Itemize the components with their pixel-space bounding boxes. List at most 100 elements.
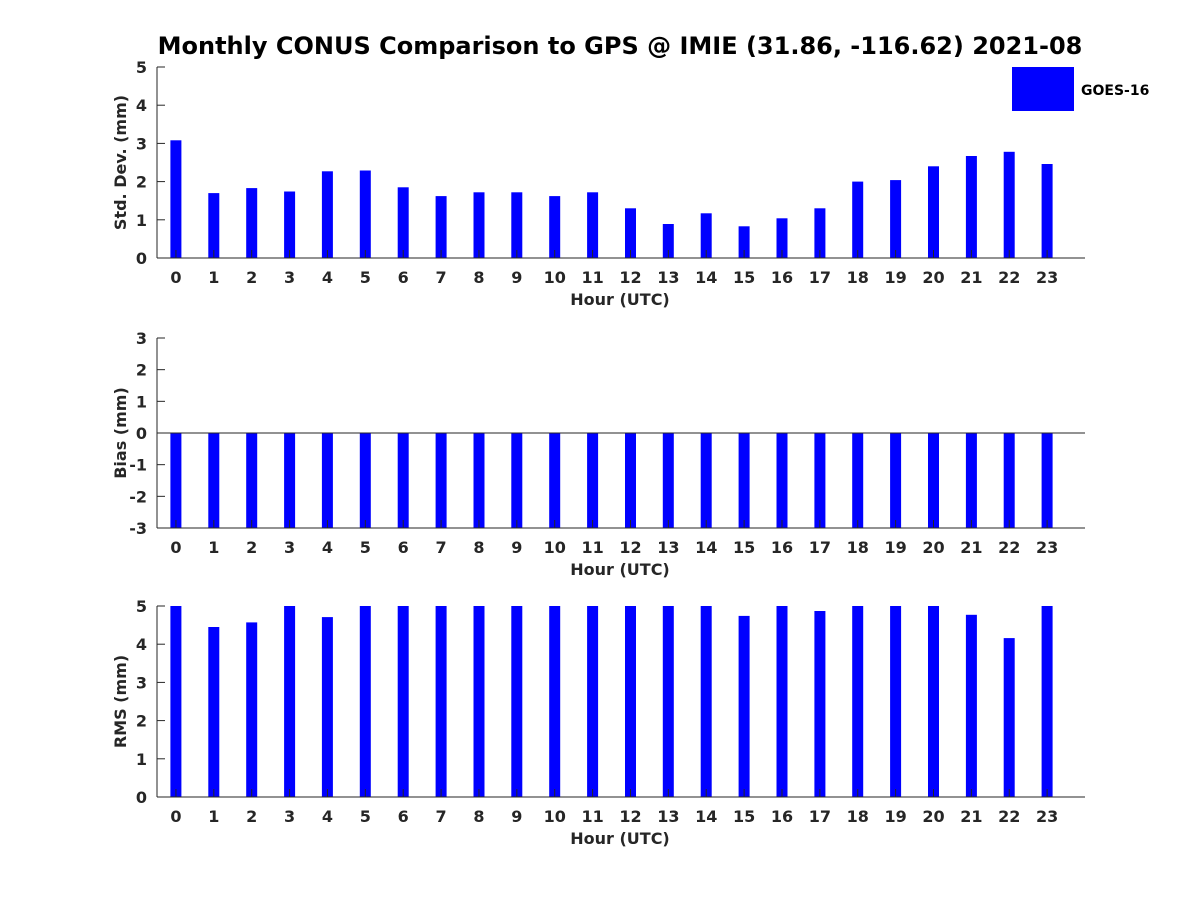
bar xyxy=(625,433,636,528)
bar xyxy=(852,181,864,258)
x-tick-label: 13 xyxy=(657,807,679,826)
x-tick-label: 18 xyxy=(847,538,869,557)
figure-title: Monthly CONUS Comparison to GPS @ IMIE (… xyxy=(158,32,1083,60)
bar xyxy=(700,433,712,528)
bar xyxy=(511,433,523,528)
bar xyxy=(1041,606,1053,797)
y-tick-label: 4 xyxy=(136,635,147,654)
bar xyxy=(397,187,409,258)
bar xyxy=(246,188,258,258)
bar xyxy=(738,615,750,797)
x-tick-label: 9 xyxy=(511,538,522,557)
bar xyxy=(170,606,182,797)
bar xyxy=(321,433,333,528)
x-tick-label: 19 xyxy=(884,268,906,287)
bar xyxy=(1003,433,1015,528)
x-tick-label: 9 xyxy=(511,807,522,826)
x-tick-label: 3 xyxy=(284,538,295,557)
bar xyxy=(700,213,712,258)
x-tick-label: 7 xyxy=(436,538,447,557)
x-tick-label: 6 xyxy=(398,807,409,826)
y-tick-label: 3 xyxy=(136,673,147,692)
y-tick-label: 0 xyxy=(136,788,147,807)
bar xyxy=(473,606,485,797)
x-tick-label: 22 xyxy=(998,268,1020,287)
y-tick-label: -2 xyxy=(129,487,147,506)
legend-label: GOES-16 xyxy=(1081,83,1149,99)
bar xyxy=(662,433,674,528)
x-tick-label: 7 xyxy=(436,268,447,287)
x-tick-label: 5 xyxy=(360,538,371,557)
y-tick-label: 3 xyxy=(136,329,147,348)
bar xyxy=(359,606,371,797)
bar xyxy=(587,192,599,258)
y-tick-label: 4 xyxy=(136,96,147,115)
bar xyxy=(965,156,977,258)
bar xyxy=(321,617,333,797)
y-tick-label: 2 xyxy=(136,361,147,380)
y-tick-label: 5 xyxy=(136,58,147,77)
x-tick-label: 14 xyxy=(695,538,717,557)
x-tick-label: 0 xyxy=(170,538,181,557)
legend-swatch xyxy=(1012,67,1074,111)
bar xyxy=(814,611,826,797)
y-tick-label: 0 xyxy=(136,249,147,268)
x-tick-label: 8 xyxy=(473,268,484,287)
bar xyxy=(662,224,674,258)
x-tick-label: 6 xyxy=(398,538,409,557)
bar xyxy=(776,218,788,258)
x-tick-label: 18 xyxy=(847,268,869,287)
x-tick-label: 1 xyxy=(208,807,219,826)
x-tick-label: 14 xyxy=(695,807,717,826)
y-axis-label: Bias (mm) xyxy=(111,387,130,479)
bar xyxy=(625,208,636,258)
bar xyxy=(587,433,599,528)
x-tick-label: 16 xyxy=(771,268,793,287)
x-tick-label: 20 xyxy=(922,807,944,826)
x-tick-label: 21 xyxy=(960,538,982,557)
x-tick-label: 1 xyxy=(208,538,219,557)
x-tick-label: 12 xyxy=(619,807,641,826)
bar xyxy=(738,226,750,258)
bar xyxy=(284,433,296,528)
x-tick-label: 23 xyxy=(1036,807,1058,826)
bar xyxy=(890,433,902,528)
x-tick-label: 5 xyxy=(360,807,371,826)
x-axis-label: Hour (UTC) xyxy=(570,290,670,309)
bar xyxy=(246,622,258,797)
y-tick-label: 1 xyxy=(136,211,147,230)
bar xyxy=(397,433,409,528)
bar xyxy=(359,433,371,528)
y-tick-label: -3 xyxy=(129,519,147,538)
bar xyxy=(776,606,788,797)
y-tick-label: 2 xyxy=(136,173,147,192)
y-tick-label: 1 xyxy=(136,392,147,411)
x-tick-label: 13 xyxy=(657,538,679,557)
bar xyxy=(511,192,523,258)
x-tick-label: 5 xyxy=(360,268,371,287)
bar xyxy=(852,433,864,528)
x-tick-label: 2 xyxy=(246,807,257,826)
x-tick-label: 15 xyxy=(733,268,755,287)
x-tick-label: 10 xyxy=(544,807,566,826)
x-tick-label: 10 xyxy=(544,268,566,287)
x-axis-label: Hour (UTC) xyxy=(570,829,670,848)
x-tick-label: 16 xyxy=(771,807,793,826)
bar xyxy=(170,140,182,258)
bar xyxy=(549,196,561,258)
x-tick-label: 10 xyxy=(544,538,566,557)
bar xyxy=(814,208,826,258)
bar xyxy=(359,170,371,258)
bar xyxy=(776,433,788,528)
x-tick-label: 20 xyxy=(922,538,944,557)
bar xyxy=(700,606,712,797)
bar xyxy=(662,606,674,797)
bar xyxy=(1041,164,1053,258)
bar xyxy=(890,606,902,797)
x-tick-label: 8 xyxy=(473,807,484,826)
x-tick-label: 18 xyxy=(847,807,869,826)
x-tick-label: 9 xyxy=(511,268,522,287)
y-tick-label: 3 xyxy=(136,134,147,153)
